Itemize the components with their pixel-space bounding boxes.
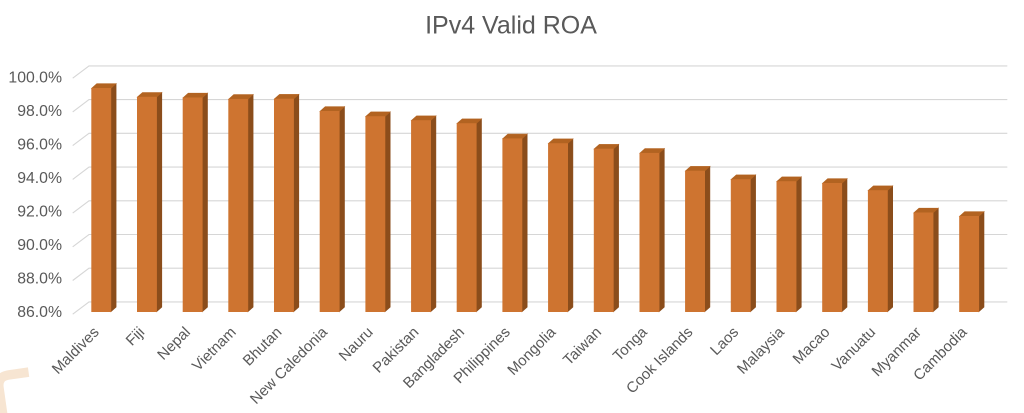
svg-text:92.0%: 92.0% — [17, 204, 62, 221]
svg-text:88.0%: 88.0% — [17, 270, 62, 287]
svg-text:86.0%: 86.0% — [17, 304, 62, 321]
svg-text:98.0%: 98.0% — [17, 103, 62, 120]
svg-text:IPv4 Valid ROA: IPv4 Valid ROA — [425, 12, 597, 40]
svg-text:90.0%: 90.0% — [17, 237, 62, 254]
svg-text:100.0%: 100.0% — [8, 70, 62, 87]
svg-text:96.0%: 96.0% — [17, 137, 62, 154]
svg-text:94.0%: 94.0% — [17, 170, 62, 187]
